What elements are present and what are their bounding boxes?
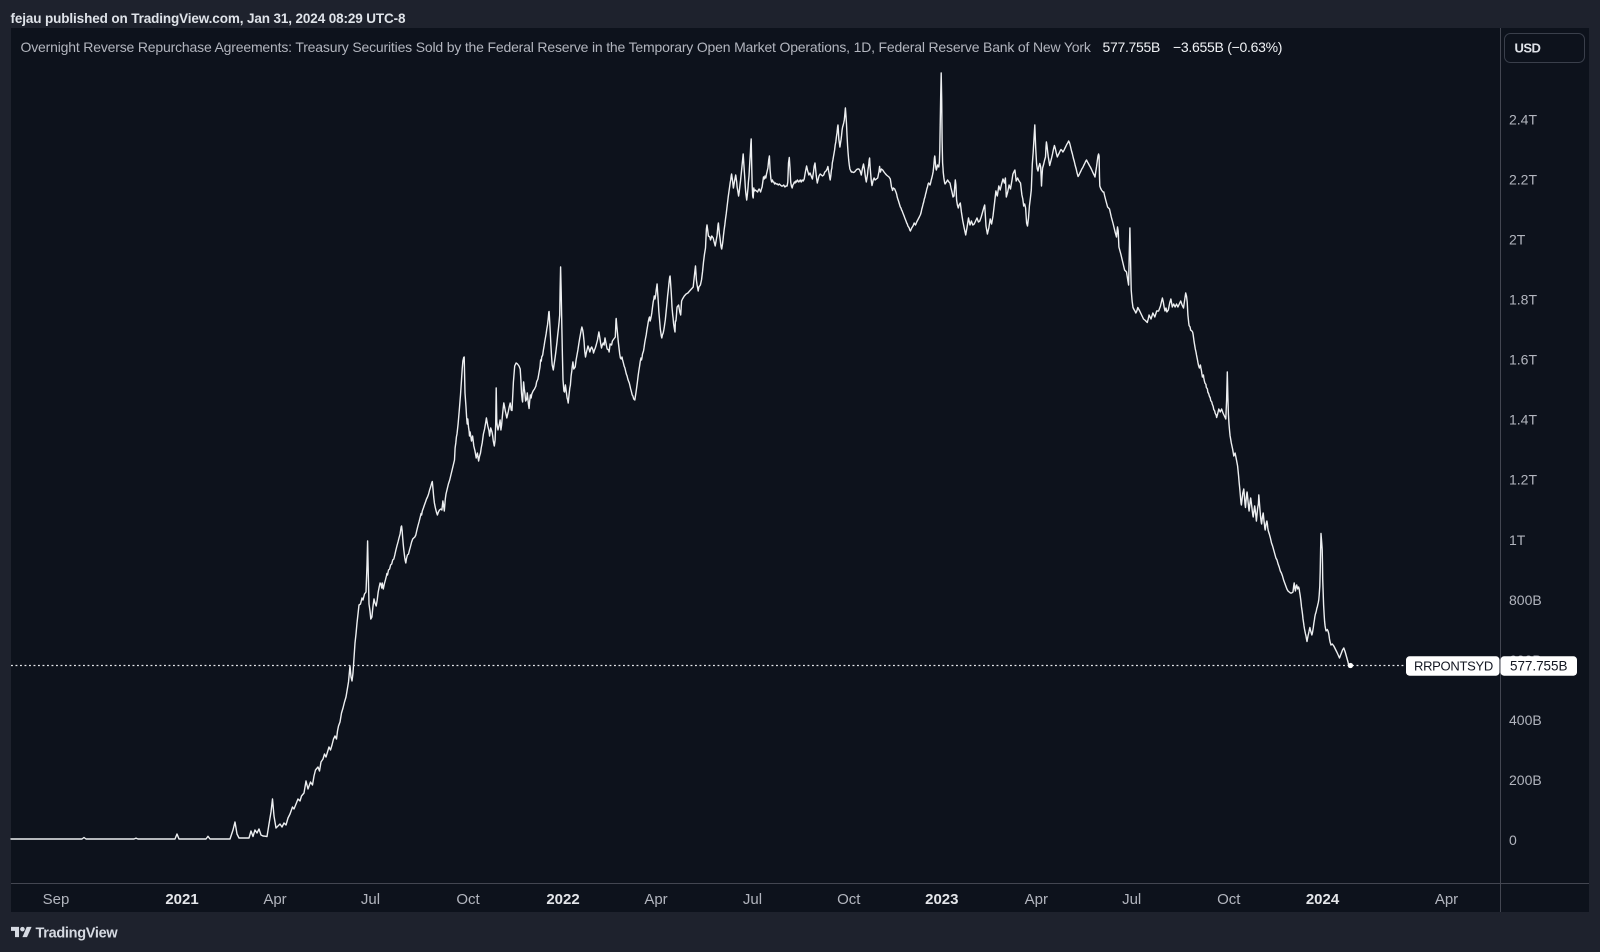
svg-text:1.4T: 1.4T	[1509, 412, 1537, 428]
svg-text:RRPONTSYD: RRPONTSYD	[1414, 659, 1493, 674]
svg-text:Apr: Apr	[263, 891, 286, 908]
svg-text:577.755B: 577.755B	[1103, 39, 1161, 55]
svg-text:1.6T: 1.6T	[1509, 352, 1537, 368]
svg-text:Oct: Oct	[456, 891, 480, 908]
svg-text:Apr: Apr	[644, 891, 667, 908]
svg-text:1.2T: 1.2T	[1509, 472, 1537, 488]
svg-text:0: 0	[1509, 832, 1517, 848]
svg-text:Jul: Jul	[361, 891, 380, 908]
svg-text:1.8T: 1.8T	[1509, 292, 1537, 308]
svg-text:2.2T: 2.2T	[1509, 172, 1537, 188]
svg-text:2021: 2021	[165, 891, 198, 908]
svg-text:Sep: Sep	[43, 891, 70, 908]
svg-text:2023: 2023	[925, 891, 958, 908]
svg-text:200B: 200B	[1509, 772, 1542, 788]
svg-text:Apr: Apr	[1025, 891, 1048, 908]
svg-text:−3.655B (−0.63%): −3.655B (−0.63%)	[1173, 39, 1282, 55]
svg-text:1T: 1T	[1509, 532, 1526, 548]
svg-text:800B: 800B	[1509, 592, 1542, 608]
svg-text:Jul: Jul	[1122, 891, 1141, 908]
svg-text:Apr: Apr	[1435, 891, 1458, 908]
svg-text:2024: 2024	[1306, 891, 1340, 908]
svg-text:Oct: Oct	[837, 891, 861, 908]
svg-text:2T: 2T	[1509, 232, 1526, 248]
svg-text:2022: 2022	[546, 891, 579, 908]
svg-text:Jul: Jul	[743, 891, 762, 908]
svg-text:Overnight Reverse Repurchase A: Overnight Reverse Repurchase Agreements:…	[21, 39, 1092, 55]
svg-text:2.4T: 2.4T	[1509, 112, 1537, 128]
svg-text:TradingView: TradingView	[36, 926, 119, 942]
svg-text:fejau published on TradingView: fejau published on TradingView.com, Jan …	[11, 11, 407, 26]
svg-text:USD: USD	[1515, 41, 1541, 56]
svg-text:577.755B: 577.755B	[1510, 659, 1567, 674]
svg-text:400B: 400B	[1509, 712, 1542, 728]
svg-text:Oct: Oct	[1217, 891, 1241, 908]
